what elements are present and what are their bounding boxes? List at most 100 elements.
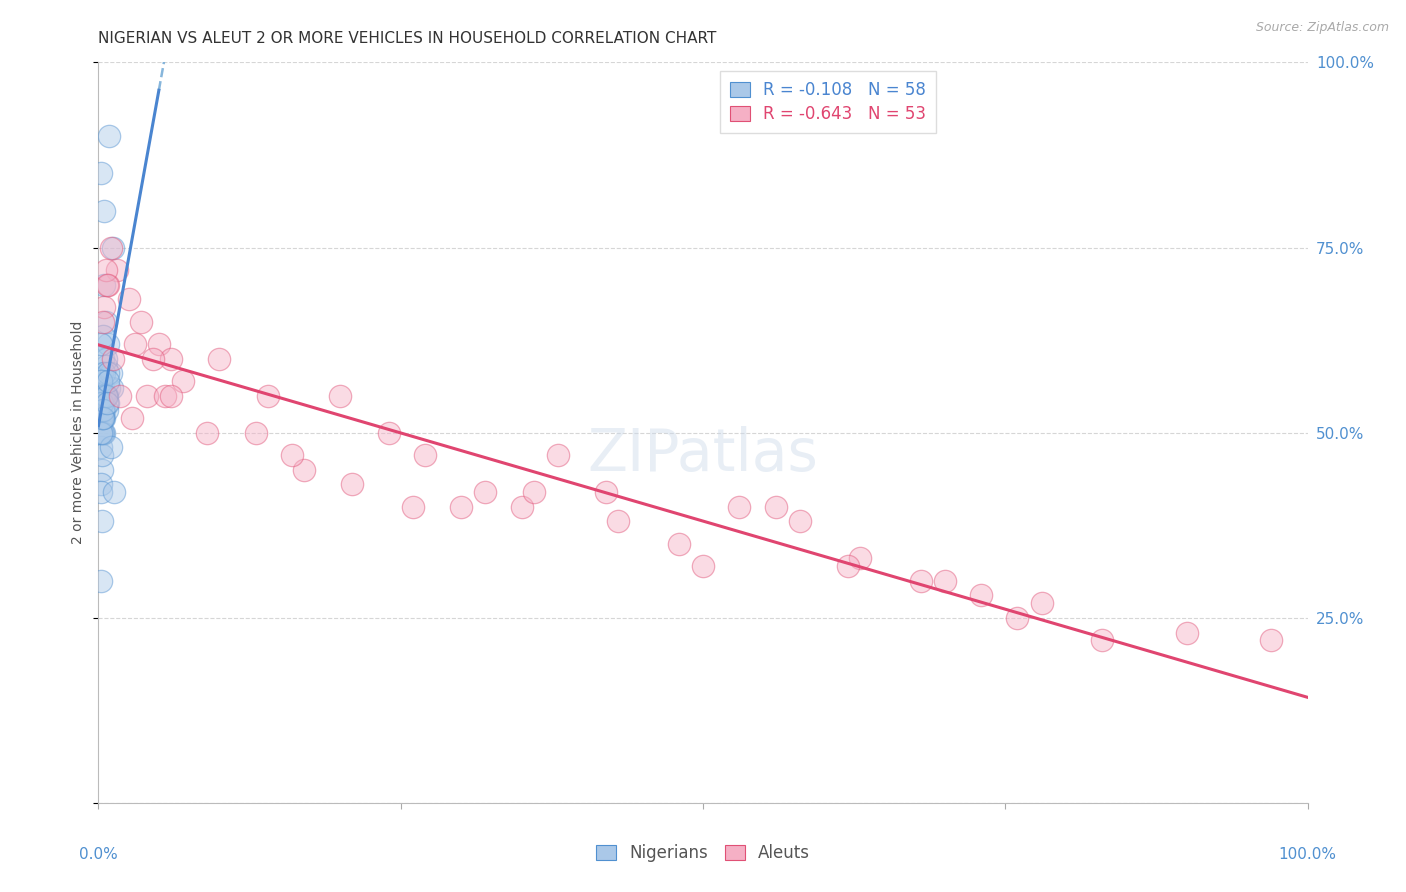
Point [97, 277, 120, 292]
Point [547, 448, 569, 462]
Point [728, 500, 751, 514]
Point [93, 203, 115, 218]
Point [91, 388, 114, 402]
Point [98, 129, 121, 144]
Point [90, 166, 112, 180]
Point [595, 484, 617, 499]
Point [108, 388, 131, 402]
Point [91, 351, 114, 366]
Legend: Nigerians, Aleuts: Nigerians, Aleuts [589, 838, 817, 869]
Point [413, 448, 436, 462]
Point [121, 410, 143, 425]
Point [97, 367, 120, 381]
Point [91, 381, 114, 395]
Point [90, 374, 112, 388]
Point [93, 410, 115, 425]
Point [91, 396, 114, 410]
Point [510, 500, 533, 514]
Point [91, 425, 114, 440]
Point [970, 589, 993, 603]
Point [96, 396, 118, 410]
Point [91, 425, 114, 440]
Point [93, 425, 115, 440]
Point [91, 410, 114, 425]
Point [148, 336, 170, 351]
Point [96, 403, 118, 417]
Point [97, 396, 120, 410]
Point [94, 314, 117, 328]
Point [765, 500, 787, 514]
Point [100, 240, 122, 255]
Point [96, 277, 118, 292]
Point [160, 351, 183, 366]
Point [607, 515, 630, 529]
Point [97, 336, 120, 351]
Point [135, 388, 157, 402]
Point [93, 367, 115, 381]
Point [91, 462, 114, 476]
Point [1175, 625, 1198, 640]
Point [292, 462, 315, 476]
Point [91, 403, 114, 417]
Point [91, 388, 114, 402]
Point [91, 388, 114, 402]
Point [910, 574, 932, 588]
Y-axis label: 2 or more Vehicles in Household: 2 or more Vehicles in Household [72, 321, 86, 544]
Text: NIGERIAN VS ALEUT 2 OR MORE VEHICLES IN HOUSEHOLD CORRELATION CHART: NIGERIAN VS ALEUT 2 OR MORE VEHICLES IN … [98, 31, 717, 46]
Point [93, 277, 115, 292]
Point [94, 262, 117, 277]
Point [103, 484, 125, 499]
Point [90, 336, 112, 351]
Point [90, 477, 112, 491]
Point [692, 558, 714, 573]
Point [118, 293, 141, 307]
Point [124, 336, 146, 351]
Point [93, 300, 115, 314]
Point [837, 558, 859, 573]
Point [129, 314, 152, 328]
Point [91, 410, 114, 425]
Point [1007, 610, 1029, 624]
Text: ZIPatlas: ZIPatlas [588, 426, 818, 483]
Point [90, 484, 112, 499]
Point [523, 484, 546, 499]
Point [934, 574, 956, 588]
Point [91, 425, 114, 440]
Point [342, 477, 364, 491]
Point [789, 515, 811, 529]
Point [96, 388, 118, 402]
Point [329, 388, 352, 402]
Point [256, 388, 278, 402]
Point [281, 448, 304, 462]
Point [94, 388, 117, 402]
Point [208, 351, 231, 366]
Point [172, 374, 194, 388]
Point [93, 388, 115, 402]
Point [1260, 632, 1282, 647]
Point [90, 574, 112, 588]
Point [668, 536, 690, 550]
Point [1091, 632, 1114, 647]
Point [94, 388, 117, 402]
Point [91, 448, 114, 462]
Point [100, 367, 122, 381]
Point [90, 441, 112, 455]
Point [90, 425, 112, 440]
Point [94, 351, 117, 366]
Point [105, 262, 128, 277]
Point [91, 314, 114, 328]
Point [377, 425, 399, 440]
Text: 100.0%: 100.0% [1278, 847, 1337, 863]
Point [90, 410, 112, 425]
Point [91, 388, 114, 402]
Point [160, 388, 183, 402]
Point [474, 484, 496, 499]
Point [97, 374, 120, 388]
Point [402, 500, 425, 514]
Point [93, 388, 115, 402]
Point [90, 410, 112, 425]
Point [91, 367, 114, 381]
Point [91, 410, 114, 425]
Point [100, 441, 122, 455]
Point [101, 240, 124, 255]
